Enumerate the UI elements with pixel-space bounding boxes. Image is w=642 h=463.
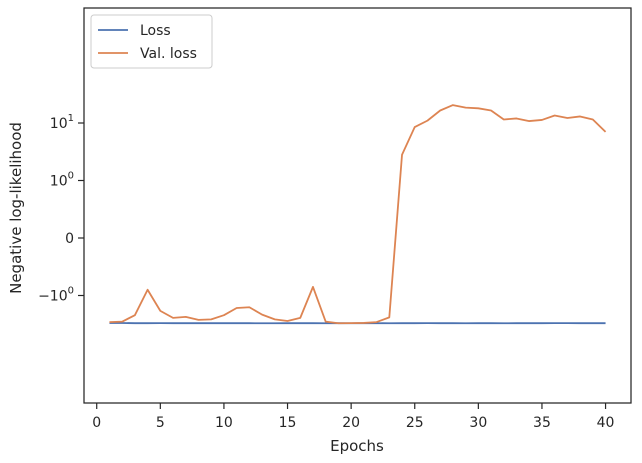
y-axis-ticks: 101 100 0 −100 bbox=[38, 113, 84, 305]
x-tick-label: 0 bbox=[92, 415, 101, 431]
y-tick-label: 0 bbox=[65, 231, 74, 247]
y-tick-label: 101 bbox=[50, 113, 74, 132]
plot-area bbox=[83, 7, 632, 404]
series-layer bbox=[109, 104, 607, 325]
y-tick-label: −100 bbox=[38, 286, 74, 305]
y-tick-label: 100 bbox=[50, 171, 74, 190]
legend-label-val-loss: Val. loss bbox=[140, 46, 197, 62]
series-line-val-loss bbox=[109, 104, 607, 325]
x-tick-label: 35 bbox=[533, 415, 551, 431]
legend: Loss Val. loss bbox=[90, 14, 213, 69]
x-tick-label: 10 bbox=[215, 415, 233, 431]
y-axis-label: Negative log-likelihood bbox=[7, 122, 25, 294]
x-tick-label: 25 bbox=[406, 415, 424, 431]
x-tick-label: 20 bbox=[342, 415, 360, 431]
x-axis-ticks: 0 5 10 15 20 25 30 35 40 bbox=[92, 403, 614, 431]
x-tick-label: 15 bbox=[279, 415, 297, 431]
legend-box bbox=[90, 14, 213, 69]
x-tick-label: 40 bbox=[597, 415, 615, 431]
x-tick-label: 5 bbox=[156, 415, 165, 431]
x-axis-label: Epochs bbox=[330, 437, 384, 455]
legend-label-loss: Loss bbox=[140, 23, 171, 39]
x-tick-label: 30 bbox=[469, 415, 487, 431]
